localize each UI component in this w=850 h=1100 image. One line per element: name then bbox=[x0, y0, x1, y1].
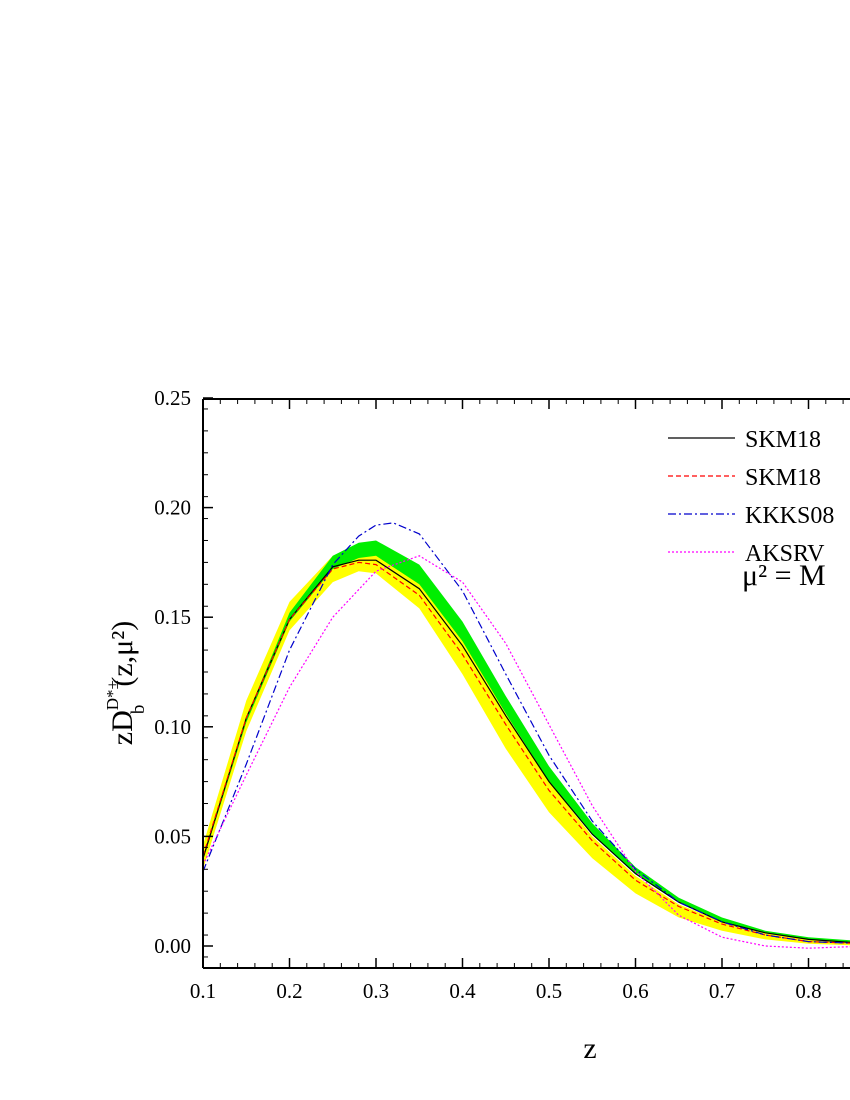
legend-label-0: SKM18 bbox=[745, 427, 821, 453]
series-line-1 bbox=[203, 561, 850, 944]
band-1 bbox=[203, 540, 850, 943]
x-tick-label: 0.2 bbox=[276, 979, 302, 1003]
axis-ticks: 0.1 0.2 0.3 0.4 0.5 0.6 0.7 0.8 0.00 0.05 0.10 0.15… bbox=[154, 386, 844, 1003]
legend: SKM18 SKM18 KKKS08 AKSRV bbox=[668, 427, 834, 567]
y-axis-title-main: zD bbox=[106, 710, 139, 745]
y-tick-label: 0.05 bbox=[154, 824, 191, 848]
legend-label-3: AKSRV bbox=[745, 541, 825, 567]
legend-label-2: KKKS08 bbox=[745, 503, 834, 529]
x-axis-title: z bbox=[583, 1032, 596, 1065]
y-tick-label: 0.15 bbox=[154, 605, 191, 629]
x-tick-label: 0.3 bbox=[363, 979, 389, 1003]
svg-text:zDD*±b(z,μ²): zDD*± b (z,μ²) bbox=[103, 621, 149, 745]
y-axis-title: zDD*± b (z,μ²) bbox=[103, 621, 149, 745]
y-axis-title-args: (z,μ²) bbox=[106, 621, 139, 687]
y-tick-label: 0.10 bbox=[154, 715, 191, 739]
y-axis-title-sub: b bbox=[128, 705, 149, 715]
plot-frame bbox=[202, 398, 850, 969]
x-tick-label: 0.7 bbox=[709, 979, 735, 1003]
uncertainty-bands bbox=[203, 540, 850, 946]
x-tick-label: 0.6 bbox=[622, 979, 648, 1003]
annotation-mu: μ² = M bbox=[742, 559, 826, 592]
series-line-2 bbox=[203, 522, 850, 944]
y-axis-title-sup: D*± bbox=[103, 680, 122, 710]
x-tick-label: 0.4 bbox=[449, 979, 476, 1003]
x-tick-label: 0.5 bbox=[536, 979, 562, 1003]
y-tick-label: 0.25 bbox=[154, 386, 191, 410]
y-tick-label: 0.00 bbox=[154, 934, 191, 958]
y-tick-label: 0.20 bbox=[154, 496, 191, 520]
x-tick-label: 0.8 bbox=[795, 979, 821, 1003]
series-line-3 bbox=[203, 555, 850, 949]
legend-label-1: SKM18 bbox=[745, 465, 821, 491]
series-line-0 bbox=[203, 559, 850, 944]
series-lines bbox=[203, 522, 850, 949]
x-tick-label: 0.1 bbox=[190, 979, 216, 1003]
